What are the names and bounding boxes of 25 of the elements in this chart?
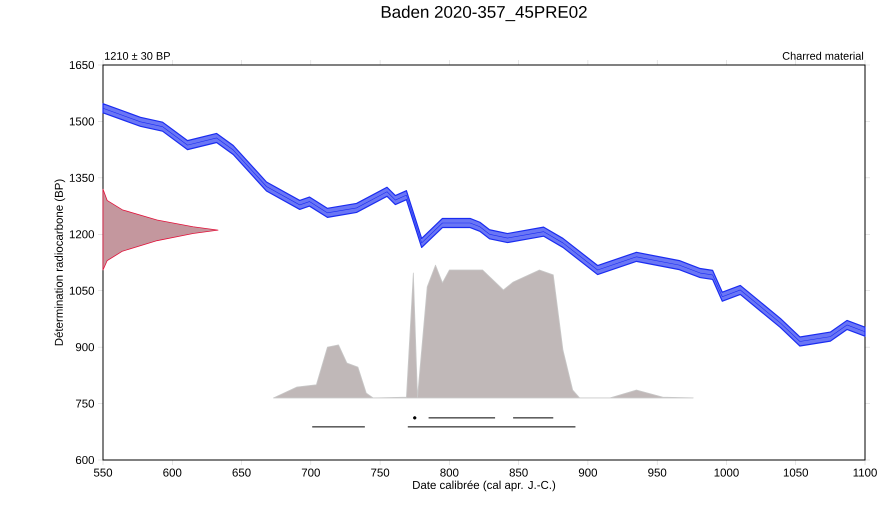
chart-title: Baden 2020-357_45PRE02 bbox=[382, 6, 587, 22]
x-tick-label: 900 bbox=[578, 468, 598, 477]
x-axis-title: Date calibrée (cal apr. J.-C.) bbox=[413, 480, 556, 492]
x-tick-label: 1000 bbox=[714, 468, 739, 477]
y-tick-label: 1050 bbox=[70, 286, 94, 295]
text: 1210 ± 30 BP bbox=[105, 52, 170, 60]
y-tick-label: 900 bbox=[76, 343, 94, 352]
y-tick-label: 1500 bbox=[70, 117, 94, 126]
text: Charred material bbox=[782, 52, 864, 60]
y-tick-label: 1650 bbox=[70, 60, 94, 70]
x-tick-label: 1050 bbox=[784, 468, 808, 477]
x-tick-label: 750 bbox=[371, 468, 390, 477]
y-tick-label: 600 bbox=[76, 456, 94, 464]
y-tick-label: 750 bbox=[76, 400, 94, 408]
x-tick-label: 700 bbox=[302, 468, 320, 477]
x-tick-label: 950 bbox=[648, 468, 666, 477]
x-tick-label: 650 bbox=[232, 468, 251, 477]
x-tick-label: 850 bbox=[510, 468, 528, 477]
x-tick-label: 550 bbox=[94, 468, 112, 477]
y-axis-title: Détermination radiocarbone (BP) bbox=[54, 180, 66, 346]
x-tick-label: 1100 bbox=[854, 468, 877, 477]
y-tick-label: 1200 bbox=[70, 230, 94, 238]
y-tick-label: 1350 bbox=[70, 174, 94, 182]
x-tick-label: 600 bbox=[163, 468, 182, 477]
x-tick-label: 800 bbox=[440, 468, 458, 477]
